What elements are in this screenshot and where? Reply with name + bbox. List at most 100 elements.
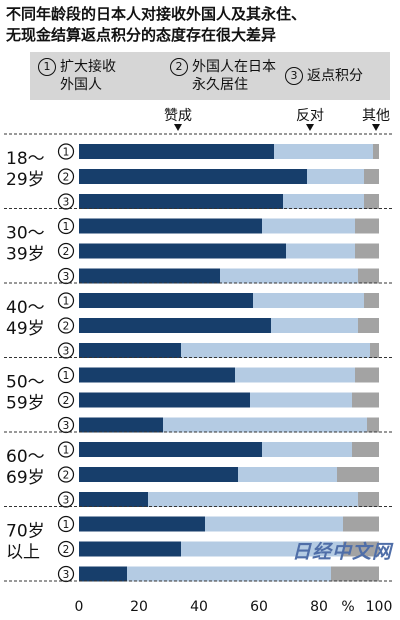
group-label-line: 39岁 <box>6 245 45 265</box>
bar-segment-反对 <box>253 293 364 308</box>
legend-number-2: 2 <box>170 58 188 76</box>
item-number: 1 <box>63 221 70 233</box>
x-tick-label: % <box>341 599 354 615</box>
item-number: 1 <box>63 519 70 531</box>
legend: 1 扩大接收 外国人 2 外国人在日本 永久居住 3 返点积分 <box>30 52 390 100</box>
bar-segment-赞成 <box>79 343 181 358</box>
bar-segment-其他 <box>373 144 379 159</box>
bar-segment-反对 <box>283 194 364 209</box>
group-label-line: 60～ <box>6 447 45 467</box>
bar-segment-反对 <box>220 268 358 284</box>
watermark: 日经中文网 <box>292 541 393 563</box>
bar-segment-赞成 <box>79 367 235 383</box>
group-label-line: 59岁 <box>6 394 45 414</box>
bar-segment-其他 <box>364 194 379 209</box>
item-number-circle <box>57 466 75 483</box>
item-number: 1 <box>63 147 70 159</box>
item-number: 2 <box>63 321 70 333</box>
bar-segment-其他 <box>355 367 379 383</box>
item-number: 3 <box>63 271 70 283</box>
item-number-circle <box>57 143 75 160</box>
bar-segment-其他 <box>364 169 379 184</box>
group-label-line: 49岁 <box>6 319 45 339</box>
item-number: 2 <box>63 544 70 556</box>
bar-segment-赞成 <box>79 492 148 507</box>
group-label-line: 70岁 <box>6 522 45 542</box>
bar-segment-赞成 <box>79 144 274 159</box>
bar-segment-赞成 <box>79 243 286 259</box>
bar-segment-反对 <box>238 467 337 482</box>
item-number: 2 <box>63 470 70 482</box>
bar-segment-反对 <box>163 417 367 433</box>
legend-item-3: 3 返点积分 <box>285 67 363 85</box>
item-number: 3 <box>63 495 70 507</box>
bar-segment-其他 <box>343 516 379 532</box>
series-header-3: 其他 <box>362 108 390 124</box>
item-number: 3 <box>63 569 70 581</box>
bar-segment-反对 <box>205 516 343 532</box>
item-number: 2 <box>63 246 70 258</box>
item-number-circle <box>57 366 75 384</box>
bar-segment-反对 <box>250 392 352 408</box>
bar-segment-反对 <box>271 318 358 333</box>
legend-number-3: 3 <box>285 67 303 85</box>
bar-segment-反对 <box>127 566 331 582</box>
bar-segment-其他 <box>367 417 379 433</box>
legend-item-1-line-1: 扩大接收 <box>60 59 116 75</box>
legend-item-2: 2 外国人在日本 永久居住 <box>170 58 276 94</box>
item-number: 3 <box>63 420 70 432</box>
x-tick-label: 100 <box>366 599 393 615</box>
bar-segment-其他 <box>331 566 379 582</box>
group-label-line: 50～ <box>6 373 45 393</box>
bar-segment-反对 <box>181 541 343 557</box>
bar-segment-其他 <box>358 492 379 507</box>
series-marker-3 <box>372 124 380 131</box>
item-number-circle <box>57 317 75 334</box>
x-tick-label: 20 <box>130 599 148 615</box>
bar-segment-其他 <box>364 293 379 308</box>
series-header-2: 反对 <box>296 108 324 124</box>
group-label-line: 18～ <box>6 149 45 169</box>
bar-segment-其他 <box>352 392 379 408</box>
bar-segment-其他 <box>343 541 379 557</box>
item-number-circle <box>57 540 75 558</box>
bar-segment-反对 <box>181 343 370 358</box>
item-number-circle <box>57 242 75 260</box>
bar-segment-其他 <box>355 218 379 234</box>
bar-segment-其他 <box>358 318 379 333</box>
bar-segment-赞成 <box>79 417 163 433</box>
bar-segment-赞成 <box>79 467 238 482</box>
item-number-circle <box>57 168 75 185</box>
item-number: 1 <box>63 370 70 382</box>
bar-segment-赞成 <box>79 516 205 532</box>
bar-segment-其他 <box>337 467 379 482</box>
bar-segment-其他 <box>370 343 379 358</box>
item-number-circle <box>57 391 75 409</box>
bar-segment-反对 <box>148 492 358 507</box>
title-line-2: 无现金结算返点积分的态度存在很大差异 <box>6 26 277 44</box>
x-tick-label: 60 <box>250 599 268 615</box>
legend-item-1-line-2: 外国人 <box>60 77 102 93</box>
item-number: 1 <box>63 445 70 457</box>
bar-segment-赞成 <box>79 169 307 184</box>
title-line-1: 不同年龄段的日本人对接收外国人及其永住、 <box>6 5 307 23</box>
bar-segment-其他 <box>355 243 379 259</box>
bar-segment-赞成 <box>79 218 262 234</box>
item-number: 2 <box>63 395 70 407</box>
bar-segment-反对 <box>274 144 373 159</box>
group-label-line: 以上 <box>6 543 40 563</box>
group-label-line: 30～ <box>6 224 45 244</box>
bar-segment-赞成 <box>79 541 181 557</box>
bar-segment-反对 <box>307 169 364 184</box>
group-label-line: 29岁 <box>6 170 45 190</box>
bar-segment-其他 <box>352 442 379 457</box>
bar-segment-其他 <box>358 268 379 284</box>
bar-segment-赞成 <box>79 268 220 284</box>
legend-item-2-line-2: 永久居住 <box>192 77 248 93</box>
x-tick-label: 40 <box>190 599 208 615</box>
series-header-1: 赞成 <box>164 108 192 124</box>
group-label-line: 69岁 <box>6 468 45 488</box>
item-number: 3 <box>63 346 70 358</box>
item-number: 3 <box>63 197 70 209</box>
